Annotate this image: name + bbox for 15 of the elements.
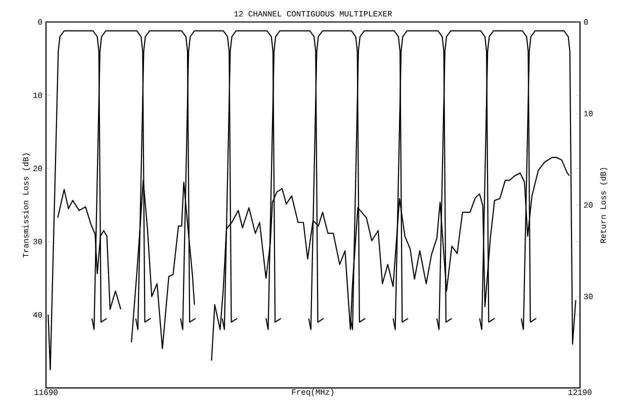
y-tick-label: 30 bbox=[33, 238, 42, 244]
y2-axis-title: Return Loss (dB) bbox=[600, 168, 608, 243]
y2-tick-label: 20 bbox=[584, 202, 593, 208]
y-axis-title: Transmission Loss (dB) bbox=[22, 154, 30, 258]
x-tick-label: 11690 bbox=[34, 390, 58, 395]
y2-tick-label: 0 bbox=[584, 19, 588, 25]
chart-title: 12 CHANNEL CONTIGUOUS MULTIPLEXER bbox=[234, 11, 392, 16]
x-axis-title: Freq(MHz) bbox=[292, 388, 334, 396]
y-tick-label: 0 bbox=[38, 19, 42, 25]
x-tick-label: 12190 bbox=[568, 390, 592, 395]
y2-tick-label: 10 bbox=[584, 110, 593, 116]
y-tick-label: 40 bbox=[33, 312, 42, 318]
y-tick-label: 20 bbox=[33, 166, 42, 172]
y2-tick-label: 30 bbox=[584, 294, 593, 300]
y-tick-label: 10 bbox=[33, 92, 42, 98]
